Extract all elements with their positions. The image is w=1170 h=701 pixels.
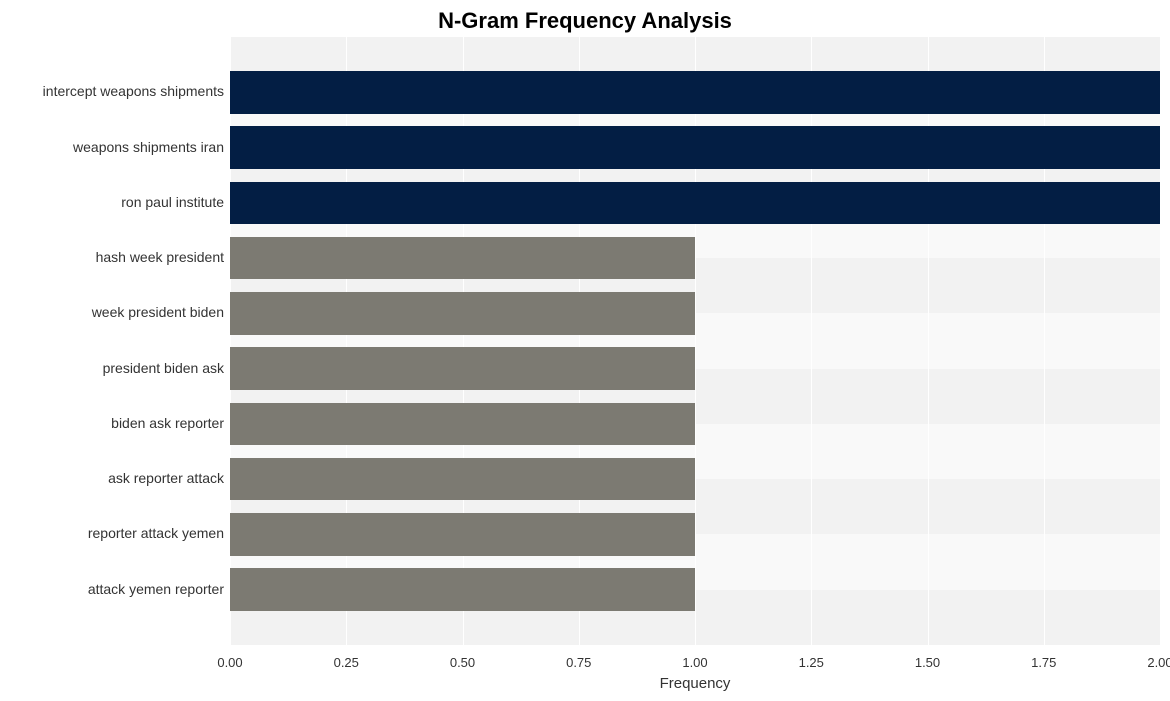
y-tick-label: attack yemen reporter: [0, 581, 224, 597]
x-tick-label: 1.00: [682, 655, 707, 670]
x-tick-label: 1.75: [1031, 655, 1056, 670]
ngram-chart: N-Gram Frequency Analysis intercept weap…: [0, 0, 1170, 701]
bar: [230, 182, 1160, 225]
y-tick-label: biden ask reporter: [0, 415, 224, 431]
bar: [230, 458, 695, 501]
y-tick-label: ron paul institute: [0, 194, 224, 210]
y-tick-label: ask reporter attack: [0, 470, 224, 486]
x-tick-label: 0.50: [450, 655, 475, 670]
bar: [230, 292, 695, 335]
y-tick-label: intercept weapons shipments: [0, 83, 224, 99]
bar: [230, 71, 1160, 114]
x-tick-label: 1.25: [799, 655, 824, 670]
bar: [230, 347, 695, 390]
y-tick-label: hash week president: [0, 249, 224, 265]
y-tick-label: reporter attack yemen: [0, 525, 224, 541]
x-tick-label: 1.50: [915, 655, 940, 670]
gridline: [1160, 37, 1161, 645]
chart-title: N-Gram Frequency Analysis: [0, 8, 1170, 34]
x-tick-label: 0.00: [217, 655, 242, 670]
bar: [230, 126, 1160, 169]
y-tick-label: weapons shipments iran: [0, 139, 224, 155]
x-tick-label: 2.00: [1147, 655, 1170, 670]
x-axis-title: Frequency: [230, 675, 1160, 692]
y-tick-label: week president biden: [0, 304, 224, 320]
plot-area: [230, 37, 1160, 645]
bar: [230, 403, 695, 446]
bar: [230, 568, 695, 611]
bar: [230, 237, 695, 280]
y-tick-label: president biden ask: [0, 360, 224, 376]
x-tick-label: 0.25: [334, 655, 359, 670]
bar: [230, 513, 695, 556]
x-tick-label: 0.75: [566, 655, 591, 670]
